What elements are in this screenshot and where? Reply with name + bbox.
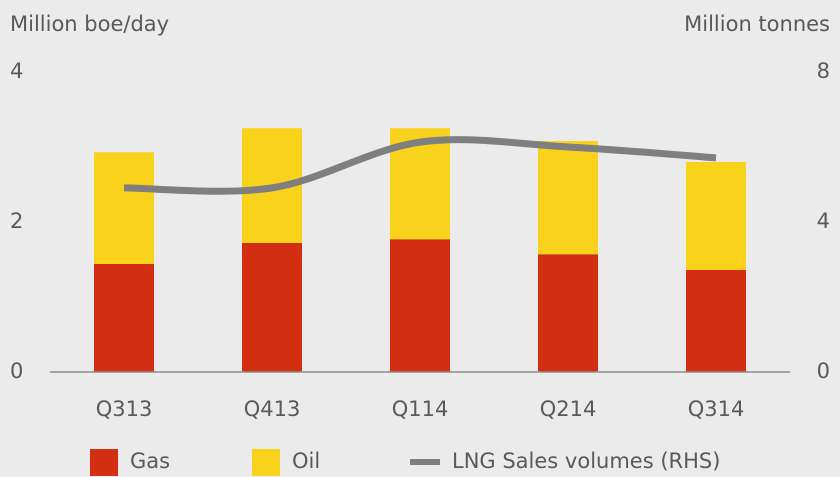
line-series [123,136,717,195]
y2-tick-label: 0 [817,359,830,383]
x-tick-label: Q313 [96,397,153,421]
legend-swatch [90,449,118,476]
x-tick-label: Q114 [392,397,449,421]
bar-segment [538,254,598,372]
legend-label: Gas [130,449,170,473]
y2-tick-label: 8 [817,59,830,83]
legend-label: Oil [292,449,320,473]
bar-segment [390,239,450,372]
bar-segment [538,141,598,255]
x-tick-label: Q314 [688,397,745,421]
legend-label: LNG Sales volumes (RHS) [452,449,720,473]
y-tick-label: 4 [10,59,23,83]
x-tick-label: Q214 [540,397,597,421]
bar-segment [94,264,154,372]
bar-segment [686,162,746,270]
y2-axis-title: Million tonnes [684,12,830,36]
legend-swatch [252,449,280,476]
bar-segment [94,152,154,264]
y-axis-title: Million boe/day [10,12,169,36]
y-tick-label: 0 [10,359,23,383]
y2-tick-label: 4 [817,209,830,233]
x-tick-label: Q413 [244,397,301,421]
bar-segment [686,270,746,372]
bar-segment [242,243,302,372]
y-tick-label: 2 [10,209,23,233]
